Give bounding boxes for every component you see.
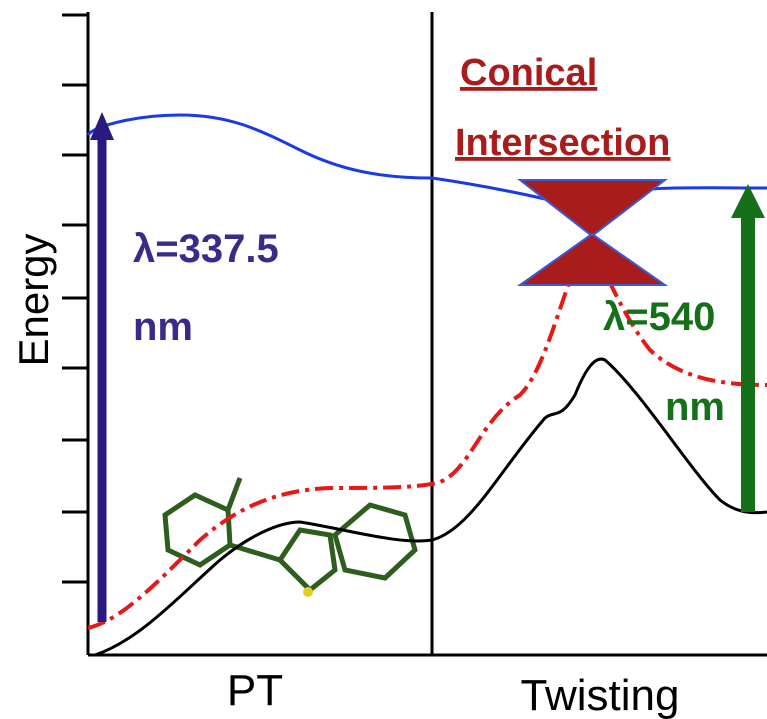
annotation: Conical: [460, 52, 597, 94]
diagram: Energy PT Twisting Conical Intersection …: [0, 0, 767, 719]
conical-intersection: [520, 180, 665, 285]
annotation: Intersection: [455, 122, 670, 164]
x-label: Twisting: [521, 671, 680, 719]
x-label: PT: [227, 666, 283, 715]
absorption-arrow: [90, 112, 114, 622]
y-axis-label: Energy: [10, 233, 57, 366]
annotation: nm: [665, 385, 725, 429]
annotation: nm: [133, 305, 193, 349]
annotation: λ=540: [603, 295, 715, 339]
emission-arrow: [731, 184, 765, 512]
annotation: λ=337.5: [133, 227, 279, 271]
